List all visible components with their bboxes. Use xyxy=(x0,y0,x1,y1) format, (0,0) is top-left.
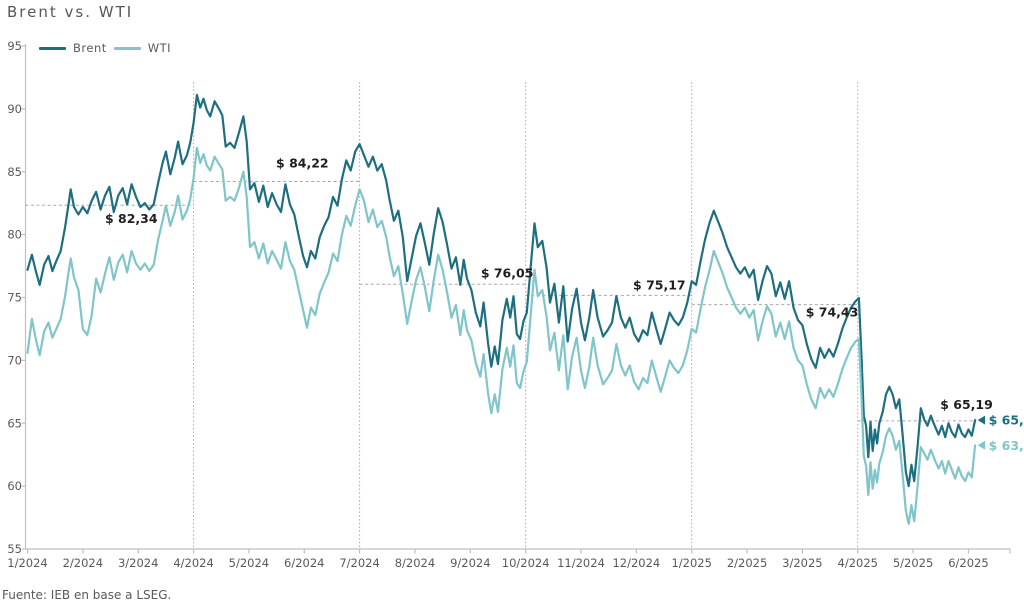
y-tick-label: 95 xyxy=(7,39,22,53)
x-tick-label: 3/2025 xyxy=(782,556,822,570)
x-tick-label: 11/2024 xyxy=(557,556,605,570)
x-tick-label: 3/2024 xyxy=(118,556,158,570)
y-tick-label: 70 xyxy=(7,353,22,367)
x-tick-label: 2/2024 xyxy=(63,556,103,570)
x-tick-label: 5/2025 xyxy=(893,556,933,570)
y-tick-label: 85 xyxy=(7,165,22,179)
x-tick-label: 6/2024 xyxy=(284,556,324,570)
quarter-average-label: $ 75,17 xyxy=(633,277,686,292)
y-tick-label: 90 xyxy=(7,102,22,116)
x-tick-label: 1/2025 xyxy=(671,556,711,570)
x-tick-label: 4/2025 xyxy=(838,556,878,570)
wti-line xyxy=(26,146,977,526)
chart-legend: Brent WTI xyxy=(39,41,171,55)
wti-legend-line-icon xyxy=(113,46,141,50)
y-tick-label: 60 xyxy=(7,479,22,493)
brent-end-marker-icon xyxy=(977,415,986,425)
y-tick-label: 65 xyxy=(7,416,22,430)
quarter-average-label: $ 76,05 xyxy=(481,265,534,280)
quarter-average-label: $ 82,34 xyxy=(105,211,158,226)
quarter-average-label: $ 65,19 xyxy=(940,397,993,412)
source-note: Fuente: IEB en base a LSEG. xyxy=(2,588,172,602)
x-tick-label: 1/2024 xyxy=(7,556,47,570)
x-tick-label: 9/2024 xyxy=(450,556,490,570)
wti-end-label: $ 63,25 xyxy=(989,438,1024,453)
y-tick-label: 55 xyxy=(7,542,22,556)
x-tick-label: 5/2024 xyxy=(229,556,269,570)
brent-legend-label: Brent xyxy=(73,41,107,55)
x-tick-label: 7/2024 xyxy=(339,556,379,570)
brent-legend-line-icon xyxy=(39,46,66,50)
brent-end-label: $ 65,25 xyxy=(989,413,1024,428)
y-tick-label: 75 xyxy=(7,291,22,305)
x-tick-label: 6/2025 xyxy=(948,556,988,570)
x-tick-label: 2/2025 xyxy=(727,556,767,570)
chart-title: Brent vs. WTI xyxy=(7,3,134,21)
quarter-average-label: $ 84,22 xyxy=(276,156,329,171)
wti-legend-label: WTI xyxy=(147,41,172,55)
x-tick-label: 12/2024 xyxy=(612,556,660,570)
wti-end-marker-icon xyxy=(977,440,986,450)
x-tick-label: 8/2024 xyxy=(395,556,435,570)
brent-line xyxy=(26,93,977,488)
x-tick-label: 10/2024 xyxy=(502,556,550,570)
x-tick-label: 4/2024 xyxy=(173,556,213,570)
quarter-average-label: $ 74,43 xyxy=(806,305,859,320)
y-tick-label: 80 xyxy=(7,228,22,242)
